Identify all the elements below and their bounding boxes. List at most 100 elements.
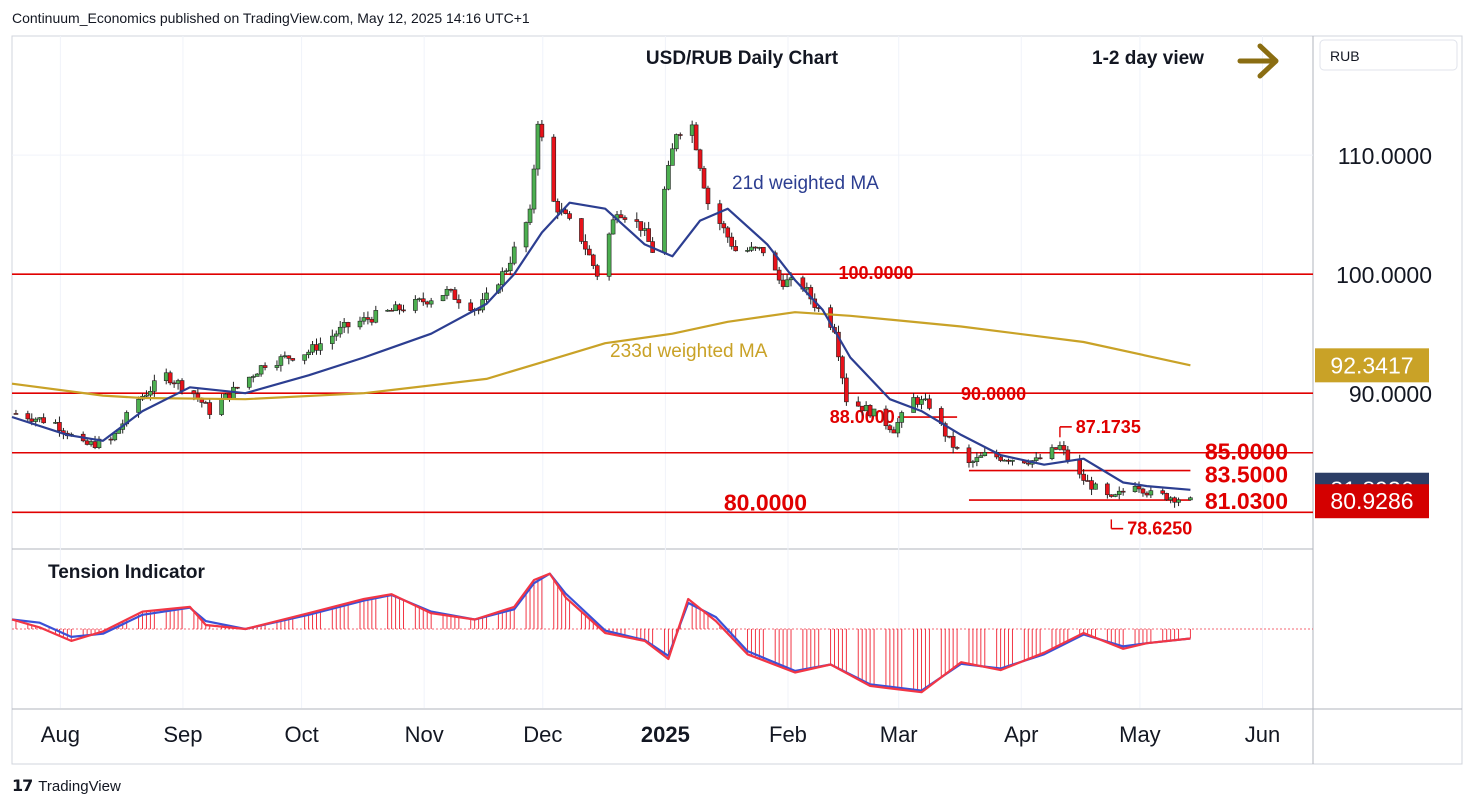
candle-body [733, 246, 738, 252]
level-label: 85.0000 [1205, 439, 1288, 465]
price-badge [1315, 348, 1429, 383]
candle-body [895, 422, 901, 434]
candle-body [504, 270, 509, 273]
x-tick-label: Feb [769, 722, 807, 747]
candle-body [84, 440, 90, 445]
candle-body [57, 422, 62, 431]
tension-indicator-pane [11, 572, 1313, 694]
tension-line [11, 572, 1191, 694]
candle-body [389, 309, 394, 312]
candle-body [448, 288, 454, 291]
candle-body [286, 355, 292, 359]
candle-body [511, 246, 517, 264]
candle-body [689, 124, 695, 136]
candle-body [915, 397, 920, 405]
candle-body [646, 228, 651, 242]
ma233-label: 233d weighted MA [610, 341, 768, 362]
candle-body [662, 188, 667, 253]
level-label: 81.0300 [1205, 488, 1288, 514]
candle-body [923, 398, 928, 401]
candle-body [1081, 473, 1086, 481]
candle-body [1085, 480, 1090, 482]
candle-body [397, 304, 402, 311]
candle-body [1168, 497, 1173, 501]
candle-body [729, 236, 735, 247]
candle-body [41, 417, 46, 424]
candle-body [175, 380, 181, 384]
candle-body [642, 228, 648, 231]
candle-body [235, 386, 240, 389]
candle-body [1172, 497, 1177, 503]
candle-body [1010, 459, 1015, 462]
candle-body [776, 269, 782, 281]
candle-body [535, 123, 541, 170]
candle-body [37, 417, 42, 420]
candle-body [484, 292, 489, 300]
candle-body [883, 408, 889, 427]
candle-body [871, 408, 877, 417]
candle-body [610, 219, 616, 235]
candle-body [452, 289, 458, 300]
candle-body [950, 436, 956, 448]
candle-body [417, 298, 422, 301]
candle-body [1136, 486, 1142, 490]
y-tick-label: 90.0000 [1349, 381, 1432, 407]
currency-label: RUB [1330, 48, 1360, 64]
candle-body [697, 149, 703, 169]
x-tick-label: Dec [523, 722, 562, 747]
ma233-line [11, 311, 1191, 401]
candle-body [677, 134, 683, 136]
candle-body [250, 376, 256, 378]
chart-title: USD/RUB Daily Chart [646, 48, 839, 69]
candle-body [258, 365, 264, 375]
candle-body [246, 376, 252, 388]
candle-body [191, 390, 197, 395]
candle-body [911, 397, 916, 413]
candle-body [148, 391, 153, 396]
candle-body [29, 418, 35, 422]
candle-body [1061, 445, 1067, 451]
ma21-line [11, 201, 1191, 491]
candle-body [836, 331, 841, 358]
candle-body [468, 302, 474, 311]
candle-body [337, 326, 343, 335]
candle-body [666, 165, 671, 190]
candle-body [278, 356, 284, 366]
candle-body [365, 317, 371, 320]
candle-body [982, 452, 988, 457]
candle-body [219, 398, 224, 415]
candle-body [594, 265, 600, 277]
price-badge [1315, 484, 1429, 519]
candle-body [567, 213, 572, 219]
candle-body [670, 148, 675, 166]
candle-body [587, 248, 592, 256]
level-label: 83.5000 [1205, 462, 1288, 488]
footer: 𝟭𝟳 TradingView [12, 776, 121, 796]
candle-body [428, 300, 434, 305]
x-tick-label: Aug [41, 722, 80, 747]
candle-body [53, 422, 58, 424]
candle-body [444, 288, 450, 296]
candle-body [369, 319, 375, 323]
candle-body [1105, 483, 1110, 496]
candle-body [13, 413, 19, 415]
candle-body [1120, 490, 1126, 493]
candle-body [424, 301, 430, 305]
candle-body [1033, 457, 1039, 461]
candle-body [33, 418, 39, 422]
candle-body [808, 287, 814, 300]
candle-body [262, 365, 268, 368]
tradingview-logo-icon: 𝟭𝟳 [12, 778, 33, 795]
tension-signal-line [11, 572, 1191, 692]
candle-body [302, 354, 307, 361]
candle-body [1144, 492, 1150, 496]
ma21-label: 21d weighted MA [732, 173, 879, 194]
candle-body [745, 250, 750, 252]
candle-body [1037, 457, 1043, 460]
candle-body [780, 279, 786, 287]
moving-averages [11, 201, 1191, 491]
candle-body [919, 399, 924, 405]
candle-body [195, 393, 201, 399]
candle-body [167, 372, 173, 384]
